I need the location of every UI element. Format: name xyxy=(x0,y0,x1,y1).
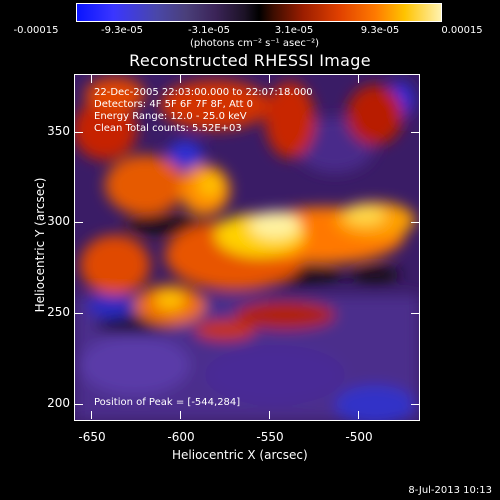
y-tick-label: 300 xyxy=(47,214,70,228)
x-tick-label: -650 xyxy=(78,430,106,444)
annotation-detectors: Detectors: 4F 5F 6F 7F 8F, Att 0 xyxy=(94,99,254,110)
x-major-tick xyxy=(269,411,270,419)
annotation-energy: Energy Range: 12.0 - 25.0 keV xyxy=(94,111,247,122)
colorbar-tick: -0.00015 xyxy=(13,25,59,36)
x-major-tick xyxy=(269,75,270,83)
x-tick-label: -500 xyxy=(345,430,373,444)
x-major-tick xyxy=(180,75,181,83)
colorbar xyxy=(76,3,442,22)
x-tick-label: -550 xyxy=(256,430,284,444)
timestamp: 8-Jul-2013 10:13 xyxy=(408,485,492,496)
colorbar-units: (photons cm⁻² s⁻¹ asec⁻²) xyxy=(190,38,320,49)
x-axis-label: Heliocentric X (arcsec) xyxy=(172,448,308,462)
y-tick-label: 200 xyxy=(47,396,70,410)
colorbar-tick: -9.3e-05 xyxy=(101,25,143,36)
annotation-peak-position: Position of Peak = [-544,284] xyxy=(94,397,241,408)
x-major-tick xyxy=(358,75,359,83)
y-major-tick xyxy=(411,313,419,314)
rhessi-image xyxy=(75,75,419,420)
y-tick-label: 350 xyxy=(47,124,70,138)
annotation-method: Clean Total counts: 5.52E+03 xyxy=(94,123,242,134)
colorbar-tick: 3.1e-05 xyxy=(274,25,314,36)
x-major-tick xyxy=(91,411,92,419)
x-tick-label: -600 xyxy=(167,430,195,444)
colorbar-tick: 9.3e-05 xyxy=(360,25,400,36)
x-major-tick xyxy=(358,411,359,419)
y-major-tick xyxy=(411,222,419,223)
y-major-tick xyxy=(75,404,83,405)
x-major-tick xyxy=(91,75,92,83)
reconstructed-image xyxy=(74,74,420,421)
y-major-tick xyxy=(75,222,83,223)
x-major-tick xyxy=(180,411,181,419)
y-tick-label: 250 xyxy=(47,305,70,319)
y-major-tick xyxy=(411,132,419,133)
y-major-tick xyxy=(75,313,83,314)
image-title: Reconstructed RHESSI Image xyxy=(129,51,371,70)
colorbar-tick: 0.00015 xyxy=(441,25,483,36)
y-major-tick xyxy=(411,404,419,405)
annotation-time-range: 22-Dec-2005 22:03:00.000 to 22:07:18.000 xyxy=(94,87,313,98)
y-axis-label: Heliocentric Y (arcsec) xyxy=(33,177,47,313)
y-major-tick xyxy=(75,132,83,133)
colorbar-tick: -3.1e-05 xyxy=(188,25,230,36)
